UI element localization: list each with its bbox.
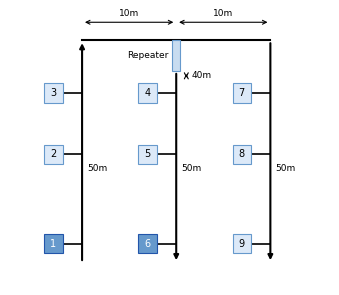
Bar <box>138 145 157 164</box>
Text: 2: 2 <box>51 150 57 160</box>
Text: 5: 5 <box>144 150 151 160</box>
Text: 50m: 50m <box>275 164 296 173</box>
Bar <box>233 83 251 103</box>
Text: 6: 6 <box>144 239 151 248</box>
Text: 3: 3 <box>51 88 57 98</box>
Text: 7: 7 <box>239 88 245 98</box>
Bar <box>44 145 63 164</box>
Text: 50m: 50m <box>87 164 107 173</box>
Bar <box>172 40 180 71</box>
Bar <box>138 234 157 253</box>
Bar <box>44 83 63 103</box>
Text: 1: 1 <box>51 239 57 248</box>
Text: 10m: 10m <box>119 9 139 18</box>
Text: 10m: 10m <box>213 9 234 18</box>
Bar <box>138 83 157 103</box>
Bar <box>233 145 251 164</box>
Bar <box>44 234 63 253</box>
Bar <box>233 234 251 253</box>
Text: 50m: 50m <box>181 164 201 173</box>
Text: 40m: 40m <box>191 71 212 80</box>
Text: 8: 8 <box>239 150 245 160</box>
Text: 9: 9 <box>239 239 245 248</box>
Text: 4: 4 <box>144 88 151 98</box>
Text: Repeater: Repeater <box>127 51 169 60</box>
